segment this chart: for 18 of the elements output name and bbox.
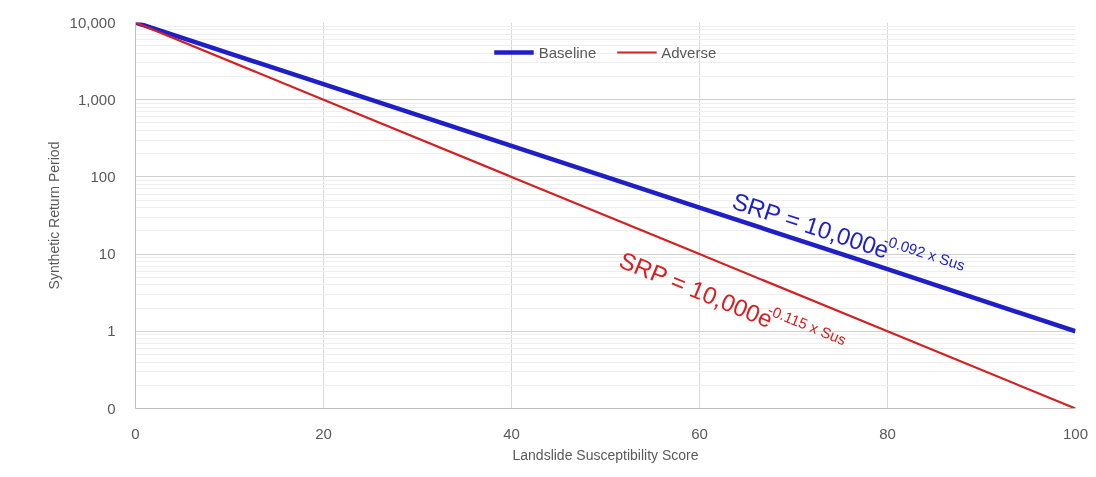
y-tick-label: 10,000 xyxy=(69,13,116,31)
y-tick-label: 100 xyxy=(90,167,116,185)
x-tick-label: 100 xyxy=(1062,424,1089,442)
x-tick-label: 20 xyxy=(315,424,332,442)
annotation: SRP = 10,000e-0.092 x Sus xyxy=(729,187,968,274)
x-tick-label: 80 xyxy=(879,424,896,442)
y-axis-title: Synthetic Return Period xyxy=(45,141,62,290)
y-tick-label: 10 xyxy=(98,245,116,263)
legend-label: Baseline xyxy=(538,43,597,61)
legend-label: Adverse xyxy=(661,43,717,61)
line-series xyxy=(135,22,1076,409)
x-tick-label: 60 xyxy=(691,424,708,442)
y-tick-label: 1 xyxy=(107,322,116,340)
x-tick-label: 40 xyxy=(503,424,520,442)
x-axis-title: Landslide Susceptibility Score xyxy=(512,446,699,463)
x-tick-label: 0 xyxy=(131,424,140,442)
y-tick-label: 1,000 xyxy=(77,90,116,108)
y-tick-label: 0 xyxy=(107,399,116,417)
